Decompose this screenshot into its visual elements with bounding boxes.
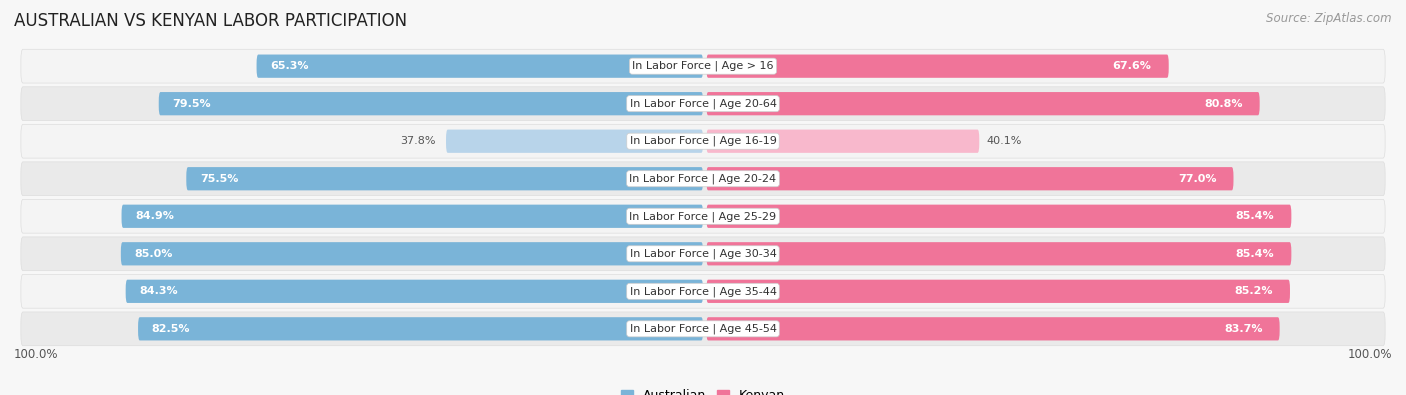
Text: 85.4%: 85.4% — [1236, 249, 1274, 259]
FancyBboxPatch shape — [21, 162, 1385, 196]
FancyBboxPatch shape — [21, 275, 1385, 308]
FancyBboxPatch shape — [706, 205, 1291, 228]
Text: In Labor Force | Age > 16: In Labor Force | Age > 16 — [633, 61, 773, 71]
Text: 85.0%: 85.0% — [135, 249, 173, 259]
Legend: Australian, Kenyan: Australian, Kenyan — [616, 384, 790, 395]
FancyBboxPatch shape — [21, 237, 1385, 271]
FancyBboxPatch shape — [125, 280, 703, 303]
FancyBboxPatch shape — [186, 167, 703, 190]
FancyBboxPatch shape — [21, 87, 1385, 120]
Text: 100.0%: 100.0% — [14, 348, 59, 361]
Text: 75.5%: 75.5% — [200, 174, 239, 184]
FancyBboxPatch shape — [706, 130, 979, 153]
FancyBboxPatch shape — [706, 280, 1289, 303]
Text: 100.0%: 100.0% — [1347, 348, 1392, 361]
Text: In Labor Force | Age 20-64: In Labor Force | Age 20-64 — [630, 98, 776, 109]
Text: In Labor Force | Age 30-34: In Labor Force | Age 30-34 — [630, 248, 776, 259]
FancyBboxPatch shape — [256, 55, 703, 78]
FancyBboxPatch shape — [706, 55, 1168, 78]
Text: 82.5%: 82.5% — [152, 324, 190, 334]
FancyBboxPatch shape — [706, 167, 1233, 190]
Text: In Labor Force | Age 35-44: In Labor Force | Age 35-44 — [630, 286, 776, 297]
Text: In Labor Force | Age 16-19: In Labor Force | Age 16-19 — [630, 136, 776, 147]
Text: 84.9%: 84.9% — [135, 211, 174, 221]
FancyBboxPatch shape — [21, 199, 1385, 233]
Text: 79.5%: 79.5% — [173, 99, 211, 109]
Text: 65.3%: 65.3% — [270, 61, 309, 71]
Text: AUSTRALIAN VS KENYAN LABOR PARTICIPATION: AUSTRALIAN VS KENYAN LABOR PARTICIPATION — [14, 12, 408, 30]
FancyBboxPatch shape — [121, 242, 703, 265]
Text: 40.1%: 40.1% — [986, 136, 1022, 146]
FancyBboxPatch shape — [121, 205, 703, 228]
FancyBboxPatch shape — [21, 312, 1385, 346]
FancyBboxPatch shape — [159, 92, 703, 115]
Text: 37.8%: 37.8% — [401, 136, 436, 146]
Text: 83.7%: 83.7% — [1223, 324, 1263, 334]
FancyBboxPatch shape — [446, 130, 703, 153]
Text: In Labor Force | Age 20-24: In Labor Force | Age 20-24 — [630, 173, 776, 184]
FancyBboxPatch shape — [21, 124, 1385, 158]
Text: In Labor Force | Age 45-54: In Labor Force | Age 45-54 — [630, 324, 776, 334]
Text: 84.3%: 84.3% — [139, 286, 179, 296]
FancyBboxPatch shape — [706, 92, 1260, 115]
FancyBboxPatch shape — [21, 49, 1385, 83]
FancyBboxPatch shape — [706, 317, 1279, 340]
Text: 85.4%: 85.4% — [1236, 211, 1274, 221]
Text: In Labor Force | Age 25-29: In Labor Force | Age 25-29 — [630, 211, 776, 222]
FancyBboxPatch shape — [138, 317, 703, 340]
Text: Source: ZipAtlas.com: Source: ZipAtlas.com — [1267, 12, 1392, 25]
Text: 85.2%: 85.2% — [1234, 286, 1272, 296]
Text: 67.6%: 67.6% — [1112, 61, 1152, 71]
Text: 77.0%: 77.0% — [1178, 174, 1216, 184]
Text: 80.8%: 80.8% — [1204, 99, 1243, 109]
FancyBboxPatch shape — [706, 242, 1291, 265]
